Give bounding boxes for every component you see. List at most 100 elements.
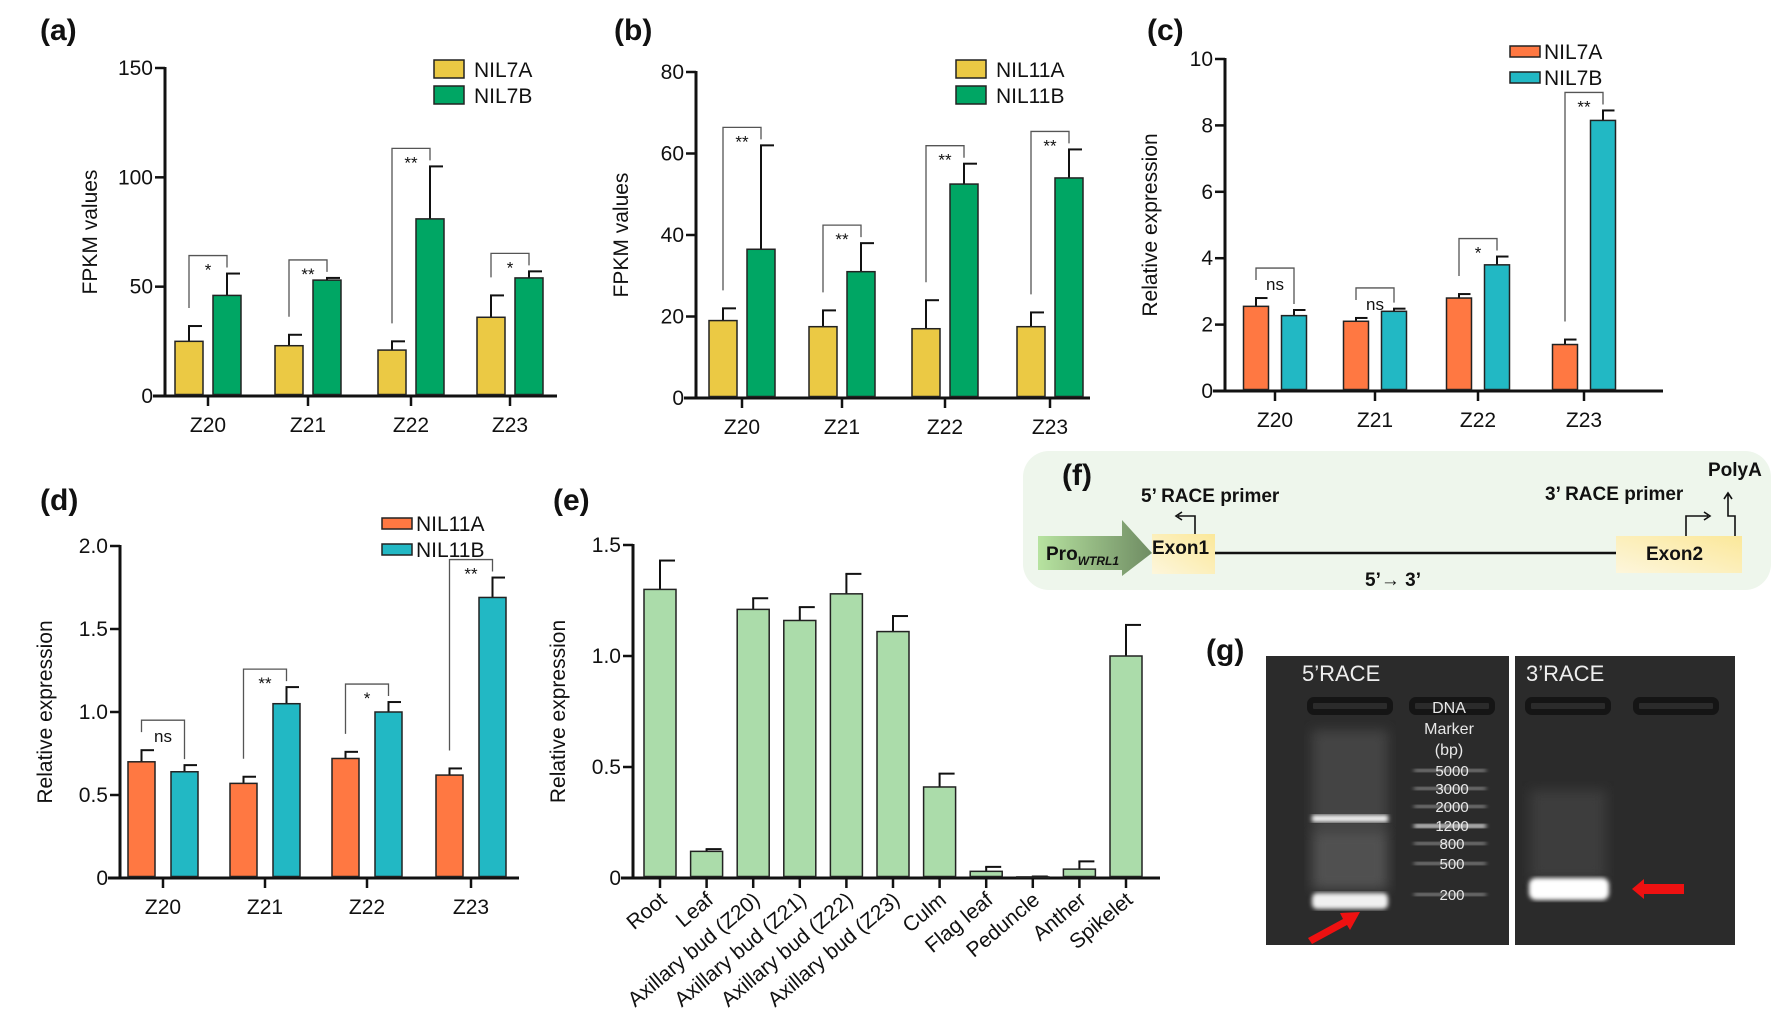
y-tick-label: 1.0 <box>592 645 621 668</box>
promoter-label: ProWTRL1 <box>1046 544 1119 568</box>
y-tick-label: 150 <box>118 57 153 80</box>
y-tick-label: 0 <box>1201 380 1213 403</box>
bar <box>736 608 770 878</box>
bar <box>808 325 838 398</box>
x-tick-label: Z20 <box>190 414 226 437</box>
bar <box>783 619 817 878</box>
bar <box>1054 177 1084 398</box>
significance-bracket <box>1564 91 1604 322</box>
significance-bracket <box>1030 130 1070 295</box>
red-arrow-3race-icon <box>1632 879 1684 899</box>
bar <box>476 316 506 396</box>
x-tick-label: Z21 <box>290 414 326 437</box>
x-tick-label: Z23 <box>453 896 489 919</box>
bar <box>1016 876 1050 879</box>
legend-label: NIL7A <box>474 59 532 82</box>
bar <box>127 761 156 878</box>
legend-swatch <box>955 85 987 105</box>
bar <box>229 782 258 878</box>
x-tick-label: Z21 <box>824 416 860 439</box>
legend-swatch <box>381 517 413 530</box>
y-tick-label: 2.0 <box>79 535 108 558</box>
exon1-label: Exon1 <box>1152 538 1209 559</box>
primer3-arrow-icon <box>1685 511 1712 536</box>
x-tick-label: Z22 <box>393 414 429 437</box>
panel-label-g: (g) <box>1206 634 1244 667</box>
bar <box>689 850 724 878</box>
marker-title-3: (bp) <box>1435 742 1463 759</box>
bar <box>212 294 242 396</box>
bar <box>435 774 464 878</box>
y-tick-label: 0 <box>672 387 684 410</box>
significance-bracket <box>448 558 494 751</box>
bar <box>274 344 304 396</box>
significance-label: * <box>1475 244 1482 263</box>
y-tick-label: 1.5 <box>592 534 621 557</box>
y-tick-label: 80 <box>661 61 684 84</box>
exon2-label: Exon2 <box>1646 544 1703 565</box>
significance-label: ns <box>1266 275 1284 294</box>
significance-bracket <box>242 668 288 759</box>
marker-band <box>1414 842 1486 845</box>
chart-panel-d: (d) 0 0.5 1.0 1.5 2.0 Relative expression Z20 Z2… <box>34 484 519 919</box>
bar <box>1342 320 1370 391</box>
panel-label: (c) <box>1147 14 1184 47</box>
marker-size-label: 3000 <box>1435 781 1468 798</box>
legend-swatch <box>433 59 465 79</box>
significance-label: * <box>205 261 212 280</box>
y-tick-label: 0.5 <box>592 756 621 779</box>
significance-label: ** <box>1043 136 1057 155</box>
x-tick-label: Z23 <box>1566 409 1602 432</box>
significance-bracket <box>1255 267 1295 304</box>
y-axis-label: Relative expression <box>34 620 57 803</box>
significance-label: ** <box>258 674 272 693</box>
primer3-label: 3’ RACE primer <box>1545 484 1684 505</box>
y-tick-label: 1.5 <box>79 618 108 641</box>
bar <box>174 340 204 396</box>
y-tick-label: 0 <box>609 867 621 890</box>
bar <box>746 248 776 398</box>
polya-arrow-icon <box>1723 491 1736 536</box>
bar <box>708 319 738 398</box>
y-tick-label: 1.0 <box>79 701 108 724</box>
marker-size-label: 1200 <box>1435 818 1468 835</box>
significance-label: ** <box>404 153 418 172</box>
y-tick-label: 40 <box>661 224 684 247</box>
marker-title-2: Marker <box>1424 721 1474 738</box>
x-tick-label: Z21 <box>247 896 283 919</box>
bar <box>829 593 864 878</box>
significance-bracket <box>1458 237 1498 277</box>
exon1-box <box>1152 534 1215 574</box>
gel-image: (g) 5’RACE 3’RACE DNA Marker (bp) 500030… <box>1206 634 1735 945</box>
legend-swatch <box>433 85 465 105</box>
bar <box>911 327 941 398</box>
promoter-arrow <box>1038 520 1152 576</box>
x-tick-label: Root <box>622 888 671 934</box>
y-axis-label: Relative expression <box>547 620 570 803</box>
x-tick-label: Z22 <box>1460 409 1496 432</box>
bar <box>1016 325 1046 398</box>
legend-label: NIL7B <box>474 85 532 108</box>
y-tick-label: 2 <box>1201 314 1213 337</box>
significance-bracket <box>288 259 328 317</box>
significance-label: ** <box>835 230 849 249</box>
polya-label: PolyA <box>1708 460 1762 481</box>
significance-bracket <box>140 719 186 760</box>
marker-band <box>1414 893 1486 896</box>
y-axis-label: Relative expression <box>1139 133 1162 316</box>
significance-label: ** <box>464 565 478 584</box>
y-tick-label: 0.5 <box>79 784 108 807</box>
x-tick-label: Z21 <box>1357 409 1393 432</box>
bar <box>170 771 199 878</box>
x-tick-label: Z23 <box>1032 416 1068 439</box>
legend-label: NIL7B <box>1544 67 1602 90</box>
y-axis-label: FPKM values <box>610 173 633 298</box>
x-tick-label: Z20 <box>1257 409 1293 432</box>
marker-title-1: DNA <box>1432 700 1466 717</box>
significance-bracket <box>722 126 762 291</box>
bar <box>331 757 360 878</box>
significance-bracket <box>391 147 431 324</box>
